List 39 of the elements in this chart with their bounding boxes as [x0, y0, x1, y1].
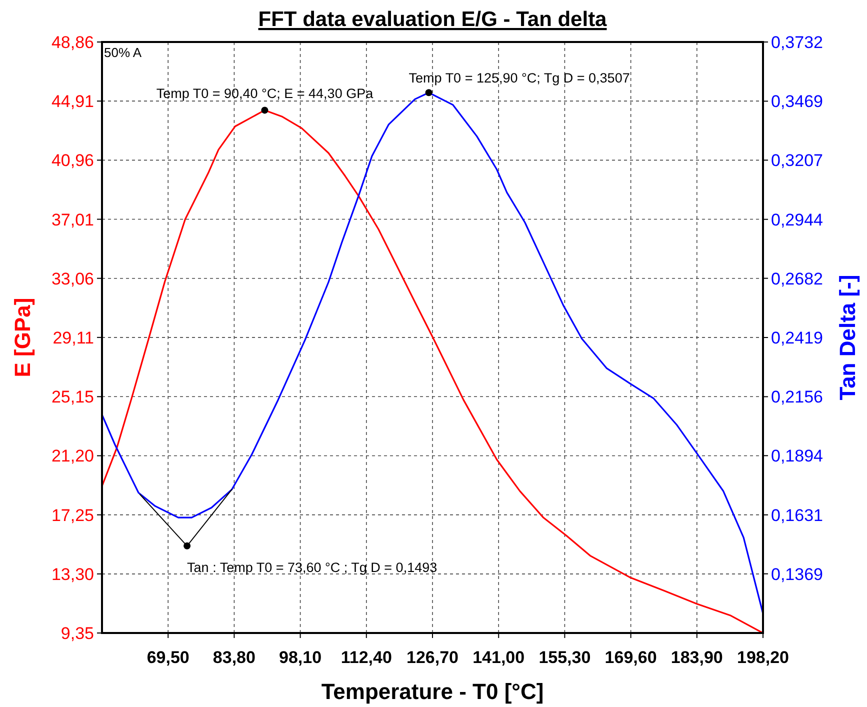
y-tick-label: 17,25	[51, 506, 94, 525]
y-tick-label: 21,20	[51, 446, 94, 466]
y-tick-label: 25,15	[51, 388, 94, 407]
chart-title: FFT data evaluation E/G - Tan delta	[258, 8, 608, 31]
annotation: Temp T0 = 90,40 °C; E = 44,30 GPa	[156, 86, 374, 102]
x-tick-label: 141,00	[472, 648, 525, 667]
annotation: 50% A	[104, 45, 142, 60]
y2-tick-label: 0,3732	[771, 33, 823, 52]
x-tick-label: 98,10	[279, 648, 322, 667]
y2-tick-label: 0,1631	[771, 506, 823, 525]
y2-tick-label: 0,3469	[771, 92, 823, 112]
y2-tick-label: 0,1369	[771, 564, 823, 584]
y-tick-label: 44,91	[51, 92, 94, 112]
y2-tick-label: 0,2944	[771, 210, 823, 230]
y2-tick-label: 0,1894	[771, 446, 823, 466]
y2-axis-title: Tan Delta [-]	[835, 274, 860, 400]
x-tick-label: 69,50	[146, 648, 190, 667]
x-tick-label: 83,80	[212, 648, 256, 667]
y-tick-label: 48,86	[51, 33, 94, 52]
y-tick-label: 13,30	[51, 564, 94, 584]
y-tick-label: 33,06	[51, 269, 94, 288]
y2-tick-label: 0,3207	[771, 151, 823, 170]
annotation: Temp T0 = 125,90 °C; Tg D = 0,3507	[408, 70, 630, 86]
x-tick-label: 112,40	[340, 648, 392, 667]
y-axis-title: E [GPa]	[10, 298, 35, 378]
x-tick-label: 155,30	[538, 648, 591, 667]
y2-tick-label: 0,2682	[771, 269, 823, 288]
y-tick-label: 37,01	[51, 210, 94, 230]
x-tick-label: 169,60	[604, 648, 657, 667]
x-tick-label: 198,20	[737, 648, 789, 667]
x-axis-title: Temperature - T0 [°C]	[321, 679, 544, 704]
y-tick-label: 29,11	[52, 328, 94, 348]
y2-tick-label: 0,2156	[771, 388, 823, 407]
y2-tick-label: 0,2419	[771, 328, 823, 348]
x-tick-label: 183,90	[670, 648, 723, 667]
y-tick-label: 9,35	[60, 624, 94, 643]
y-tick-label: 40,96	[51, 151, 94, 170]
annotation: Tan : Temp T0 = 73,60 °C ; Tg D = 0,1493	[187, 560, 438, 575]
x-tick-label: 126,70	[406, 648, 458, 667]
